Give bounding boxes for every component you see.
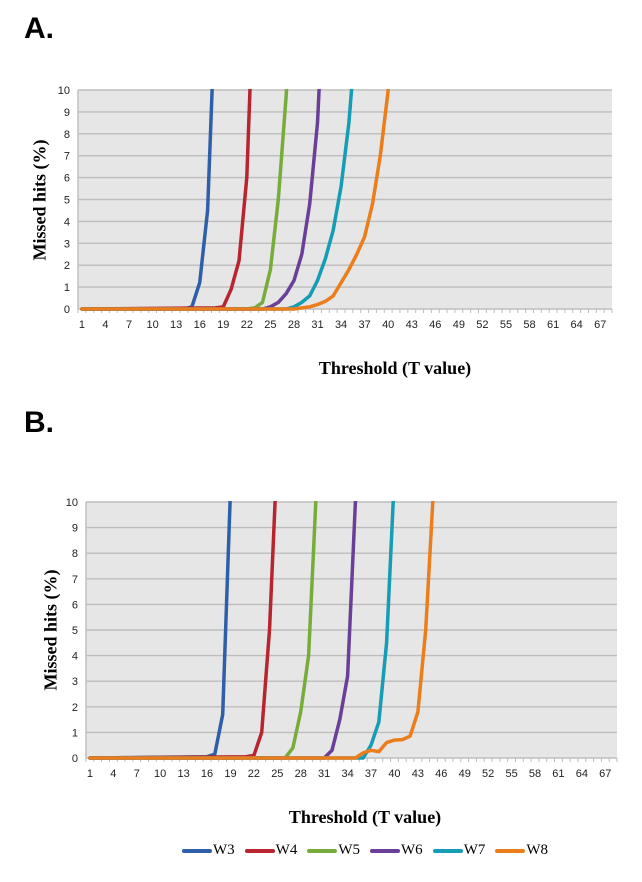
x-tick-label: 40	[388, 768, 400, 780]
y-tick-label: 5	[64, 195, 70, 207]
panel-b-label: B.	[24, 406, 54, 439]
legend-item-w6: W6	[370, 842, 423, 859]
legend-label: W8	[526, 842, 549, 858]
x-tick-label: 67	[599, 768, 611, 780]
x-tick-label: 55	[500, 319, 512, 331]
x-tick-label: 19	[217, 319, 229, 331]
y-tick-label: 8	[64, 129, 70, 141]
x-tick-label: 64	[576, 768, 588, 780]
legend-item-w4: W4	[244, 842, 298, 859]
x-tick-label: 49	[453, 319, 465, 331]
x-tick-label: 37	[365, 768, 377, 780]
y-tick-label: 9	[72, 523, 78, 535]
x-tick-label: 13	[170, 319, 182, 331]
x-tick-label: 31	[311, 319, 323, 331]
y-tick-label: 0	[64, 304, 70, 316]
x-tick-label: 34	[335, 319, 347, 331]
x-tick-label: 61	[552, 768, 564, 780]
x-tick-label: 25	[271, 768, 283, 780]
x-tick-label: 4	[110, 768, 116, 780]
x-tick-label: 28	[288, 319, 300, 331]
legend: W3 W4 W5 W6 W7 W8	[182, 842, 548, 859]
x-tick-label: 10	[154, 768, 166, 780]
x-tick-label: 7	[134, 768, 140, 780]
legend-label: W4	[275, 842, 298, 858]
panel-b-x-axis-title: Threshold (T value)	[288, 807, 442, 827]
y-tick-label: 1	[72, 727, 78, 739]
x-tick-label: 34	[341, 768, 353, 780]
y-tick-label: 2	[72, 702, 78, 714]
x-tick-label: 1	[87, 768, 93, 780]
x-tick-label: 40	[382, 319, 394, 331]
x-tick-label: 43	[412, 768, 424, 780]
x-tick-label: 49	[459, 768, 471, 780]
y-tick-label: 0	[72, 753, 78, 765]
series-line-w8	[80, 89, 390, 311]
x-tick-label: 31	[318, 768, 330, 780]
y-tick-label: 8	[72, 548, 78, 560]
x-tick-label: 67	[594, 319, 606, 331]
legend-label: W6	[401, 842, 423, 858]
x-tick-label: 28	[295, 768, 307, 780]
x-tick-label: 37	[359, 319, 371, 331]
x-tick-label: 55	[505, 768, 517, 780]
y-tick-label: 4	[72, 651, 78, 663]
x-tick-label: 46	[429, 319, 441, 331]
y-tick-label: 3	[64, 238, 70, 250]
y-tick-label: 6	[64, 173, 70, 185]
y-tick-label: 2	[64, 260, 70, 272]
x-tick-label: 52	[482, 768, 494, 780]
x-tick-label: 4	[102, 319, 108, 331]
x-tick-label: 16	[201, 768, 213, 780]
x-tick-label: 25	[264, 319, 276, 331]
panel-a-x-axis-title: Threshold (T value)	[318, 358, 472, 378]
y-tick-label: 4	[64, 216, 70, 228]
x-tick-label: 58	[529, 768, 541, 780]
y-tick-label: 7	[64, 151, 70, 163]
x-tick-label: 19	[224, 768, 236, 780]
y-tick-label: 10	[58, 85, 70, 97]
legend-item-w7: W7	[432, 842, 486, 859]
x-tick-label: 10	[146, 319, 158, 331]
x-tick-label: 22	[248, 768, 260, 780]
legend-item-w8: W8	[495, 842, 548, 859]
y-tick-label: 6	[72, 599, 78, 611]
x-tick-label: 13	[177, 768, 189, 780]
x-tick-label: 64	[571, 319, 583, 331]
legend-item-w5: W5	[307, 842, 360, 859]
y-tick-label: 7	[72, 574, 78, 586]
legend-label: W5	[338, 842, 361, 858]
series-line-w8	[88, 501, 435, 760]
x-tick-label: 52	[476, 319, 488, 331]
legend-swatch	[307, 848, 338, 853]
y-tick-label: 5	[72, 625, 78, 637]
x-tick-label: 16	[194, 319, 206, 331]
legend-swatch	[495, 848, 526, 853]
legend-label: W3	[213, 842, 235, 858]
legend-swatch	[432, 848, 463, 853]
x-tick-label: 43	[406, 319, 418, 331]
x-tick-label: 61	[547, 319, 559, 331]
x-tick-label: 7	[126, 319, 132, 331]
y-tick-label: 1	[64, 282, 70, 294]
legend-label: W7	[463, 842, 486, 858]
legend-item-w3: W3	[182, 842, 235, 859]
x-tick-label: 1	[79, 319, 85, 331]
legend-swatch	[244, 848, 275, 853]
x-tick-label: 22	[241, 319, 253, 331]
legend-swatch	[182, 848, 212, 853]
x-tick-label: 46	[435, 768, 447, 780]
panel-a-label: A.	[24, 12, 54, 45]
legend-swatch	[370, 848, 401, 853]
y-tick-label: 3	[72, 676, 78, 688]
y-tick-label: 10	[66, 497, 78, 509]
y-tick-label: 9	[64, 107, 70, 119]
x-tick-label: 58	[523, 319, 535, 331]
